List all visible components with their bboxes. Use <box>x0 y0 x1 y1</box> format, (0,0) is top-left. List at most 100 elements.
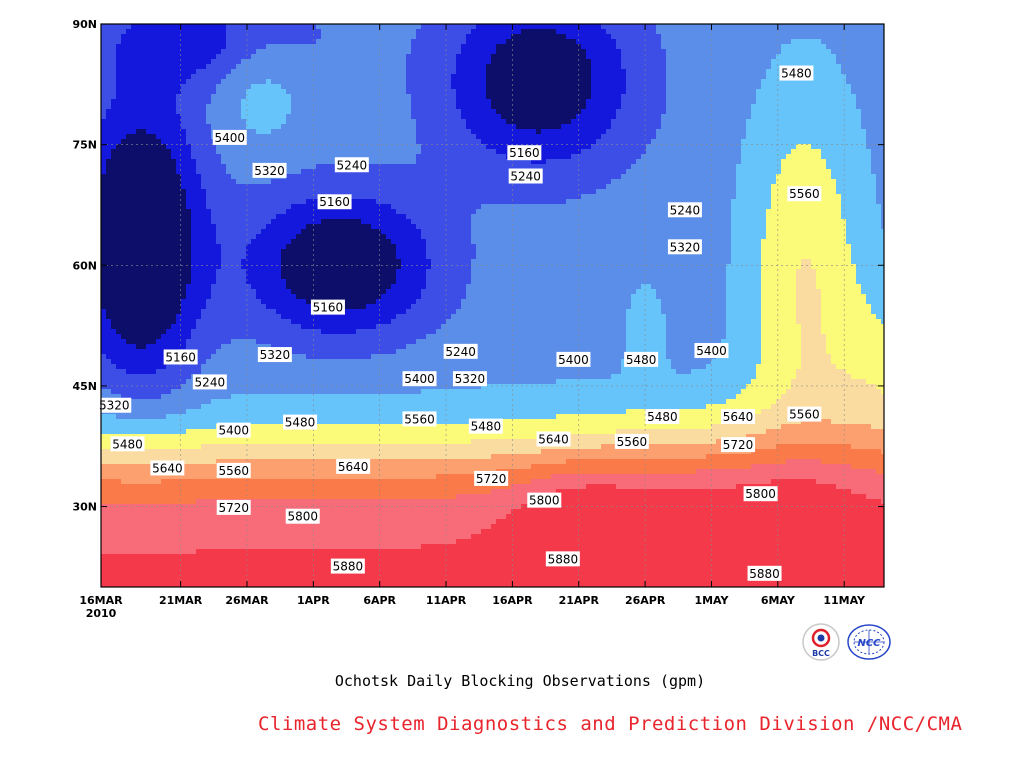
contour-label: 5640 <box>536 431 571 447</box>
contour-label: 5400 <box>212 129 247 145</box>
contour-label-text: 5640 <box>723 410 754 424</box>
contour-label: 5240 <box>192 374 227 390</box>
x-tick-label: 26MAR <box>225 594 269 607</box>
contour-label-text: 5240 <box>670 203 701 217</box>
contour-label: 5800 <box>527 492 562 508</box>
contour-label-text: 5480 <box>471 420 502 434</box>
contour-label: 5640 <box>150 460 185 476</box>
contour-label: 5160 <box>317 194 352 210</box>
x-tick-label: 21MAR <box>159 594 203 607</box>
contour-label: 5160 <box>163 349 198 365</box>
contour-label-text: 5880 <box>749 567 780 581</box>
x-tick-label: 21APR <box>559 594 600 607</box>
contour-label-text: 5560 <box>789 187 820 201</box>
contour-label: 5880 <box>747 565 782 581</box>
contour-label: 5800 <box>743 486 778 502</box>
contour-label-text: 5800 <box>529 494 560 508</box>
contour-label: 5160 <box>310 299 345 315</box>
contour-label: 5560 <box>787 186 822 202</box>
bcc-logo-text: BCC <box>812 649 830 658</box>
contour-label: 5480 <box>110 436 145 452</box>
contour-label-text: 5560 <box>617 435 648 449</box>
contour-label-text: 5160 <box>319 195 350 209</box>
y-tick-label: 75N <box>72 139 97 152</box>
contour-label: 5560 <box>787 406 822 422</box>
contour-label-text: 5160 <box>313 301 344 315</box>
ncc-logo: NCC <box>847 624 891 660</box>
contour-label-text: 5320 <box>455 372 486 386</box>
contour-label-text: 5480 <box>781 67 812 81</box>
x-tick-label: 6MAY <box>761 594 796 607</box>
contour-label-text: 5640 <box>338 460 369 474</box>
contour-label-text: 5400 <box>558 353 589 367</box>
contour-label: 5480 <box>645 408 680 424</box>
x-tick-label: 6APR <box>363 594 396 607</box>
contour-label: 5480 <box>624 351 659 367</box>
x-tick-label: 11APR <box>426 594 467 607</box>
contour-label-text: 5720 <box>723 438 754 452</box>
contour-label-text: 5720 <box>476 472 507 486</box>
x-tick-label: 16MAR <box>79 594 123 607</box>
contour-label: 5640 <box>721 408 756 424</box>
contour-label: 5720 <box>721 437 756 453</box>
contour-label-text: 5480 <box>647 410 678 424</box>
contour-label-text: 5160 <box>509 146 540 160</box>
contour-label-text: 5240 <box>195 375 226 389</box>
contour-label: 5400 <box>556 351 591 367</box>
contour-label: 5720 <box>474 470 509 486</box>
contour-label: 5880 <box>330 558 365 574</box>
contour-label-text: 5880 <box>333 560 364 574</box>
bcc-logo: BCC <box>802 623 840 661</box>
contour-label: 5480 <box>779 65 814 81</box>
y-tick-label: 30N <box>72 501 97 514</box>
axes: 30N 45N 60N 75N 90N 16MAR 21MAR 26MAR 1APR 6APR 11… <box>72 18 884 620</box>
contour-label-text: 5480 <box>112 437 143 451</box>
contour-label-text: 5400 <box>696 344 727 358</box>
contour-label: 5400 <box>694 343 729 359</box>
y-tick-label: 45N <box>72 380 97 393</box>
contour-label-text: 5560 <box>218 464 249 478</box>
contour-label: 5320 <box>667 239 702 255</box>
contour-label-text: 5400 <box>218 424 249 438</box>
contour-label: 5240 <box>334 157 369 173</box>
contour-label: 5240 <box>443 343 478 359</box>
contour-label-text: 5560 <box>404 412 435 426</box>
contour-label-text: 5480 <box>626 353 657 367</box>
contour-label: 5560 <box>216 462 251 478</box>
contour-label-text: 5640 <box>152 461 183 475</box>
contour-label: 5240 <box>667 202 702 218</box>
contour-label-text: 5240 <box>337 158 368 172</box>
y-tick-label: 90N <box>72 18 97 31</box>
contour-label: 5560 <box>614 433 649 449</box>
contour-label-text: 5320 <box>670 240 701 254</box>
contour-label: 5480 <box>283 414 318 430</box>
contour-label: 5560 <box>402 411 437 427</box>
contour-labels: 5400 5320 5240 5160 5160 5240 5240 5320 5480 5560… <box>97 65 822 581</box>
x-tick-label: 1APR <box>297 594 330 607</box>
credit-text: Climate System Diagnostics and Predictio… <box>258 713 963 735</box>
contour-label-text: 5560 <box>789 408 820 422</box>
contour-label-text: 5240 <box>445 345 476 359</box>
contour-label-text: 5480 <box>285 416 316 430</box>
contour-label-text: 5320 <box>99 399 130 413</box>
contour-label: 5480 <box>468 418 503 434</box>
contour-label: 5320 <box>452 371 487 387</box>
contour-label-text: 5800 <box>287 510 318 524</box>
contour-label: 5400 <box>402 371 437 387</box>
contour-label: 5160 <box>507 145 542 161</box>
contour-label: 5320 <box>252 162 287 178</box>
contour-label: 5320 <box>257 347 292 363</box>
contour-label: 5320 <box>97 397 132 413</box>
contour-label: 5240 <box>508 168 543 184</box>
contour-label-text: 5880 <box>548 552 579 566</box>
contour-label-text: 5240 <box>510 170 541 184</box>
x-tick-label: 26APR <box>625 594 666 607</box>
contour-label: 5800 <box>285 508 320 524</box>
contour-label: 5640 <box>336 458 371 474</box>
ncc-logo-text: NCC <box>857 638 881 649</box>
x-year-label: 2010 <box>86 607 117 620</box>
contour-label: 5400 <box>216 422 251 438</box>
y-tick-label: 60N <box>72 259 97 272</box>
contour-label-text: 5640 <box>538 433 569 447</box>
